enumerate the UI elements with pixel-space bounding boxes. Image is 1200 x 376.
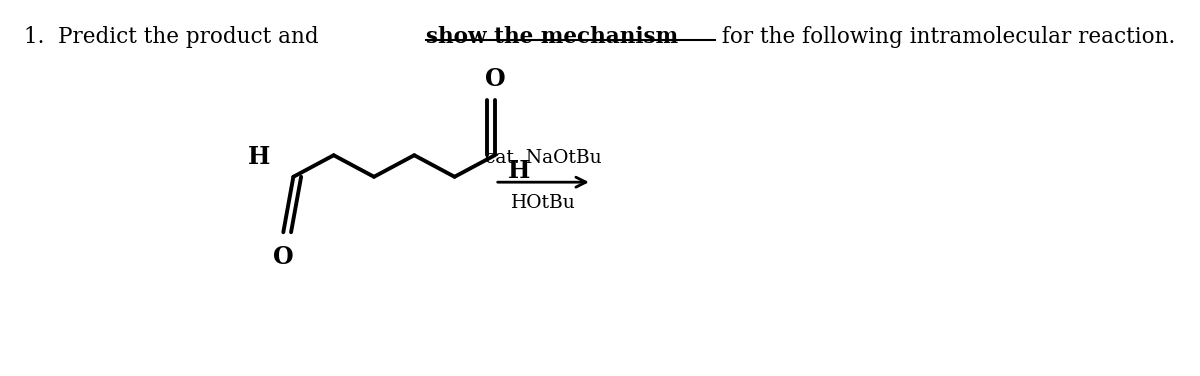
- Text: for the following intramolecular reaction.: for the following intramolecular reactio…: [715, 26, 1176, 49]
- Text: HOtBu: HOtBu: [511, 194, 576, 212]
- Text: H: H: [247, 145, 270, 169]
- Text: H: H: [508, 159, 530, 183]
- Text: O: O: [272, 245, 294, 269]
- Text: show the mechanism: show the mechanism: [426, 26, 678, 49]
- Text: O: O: [485, 67, 505, 91]
- Text: 1.  Predict the product and: 1. Predict the product and: [24, 26, 325, 49]
- Text: cat. NaOtBu: cat. NaOtBu: [485, 149, 601, 167]
